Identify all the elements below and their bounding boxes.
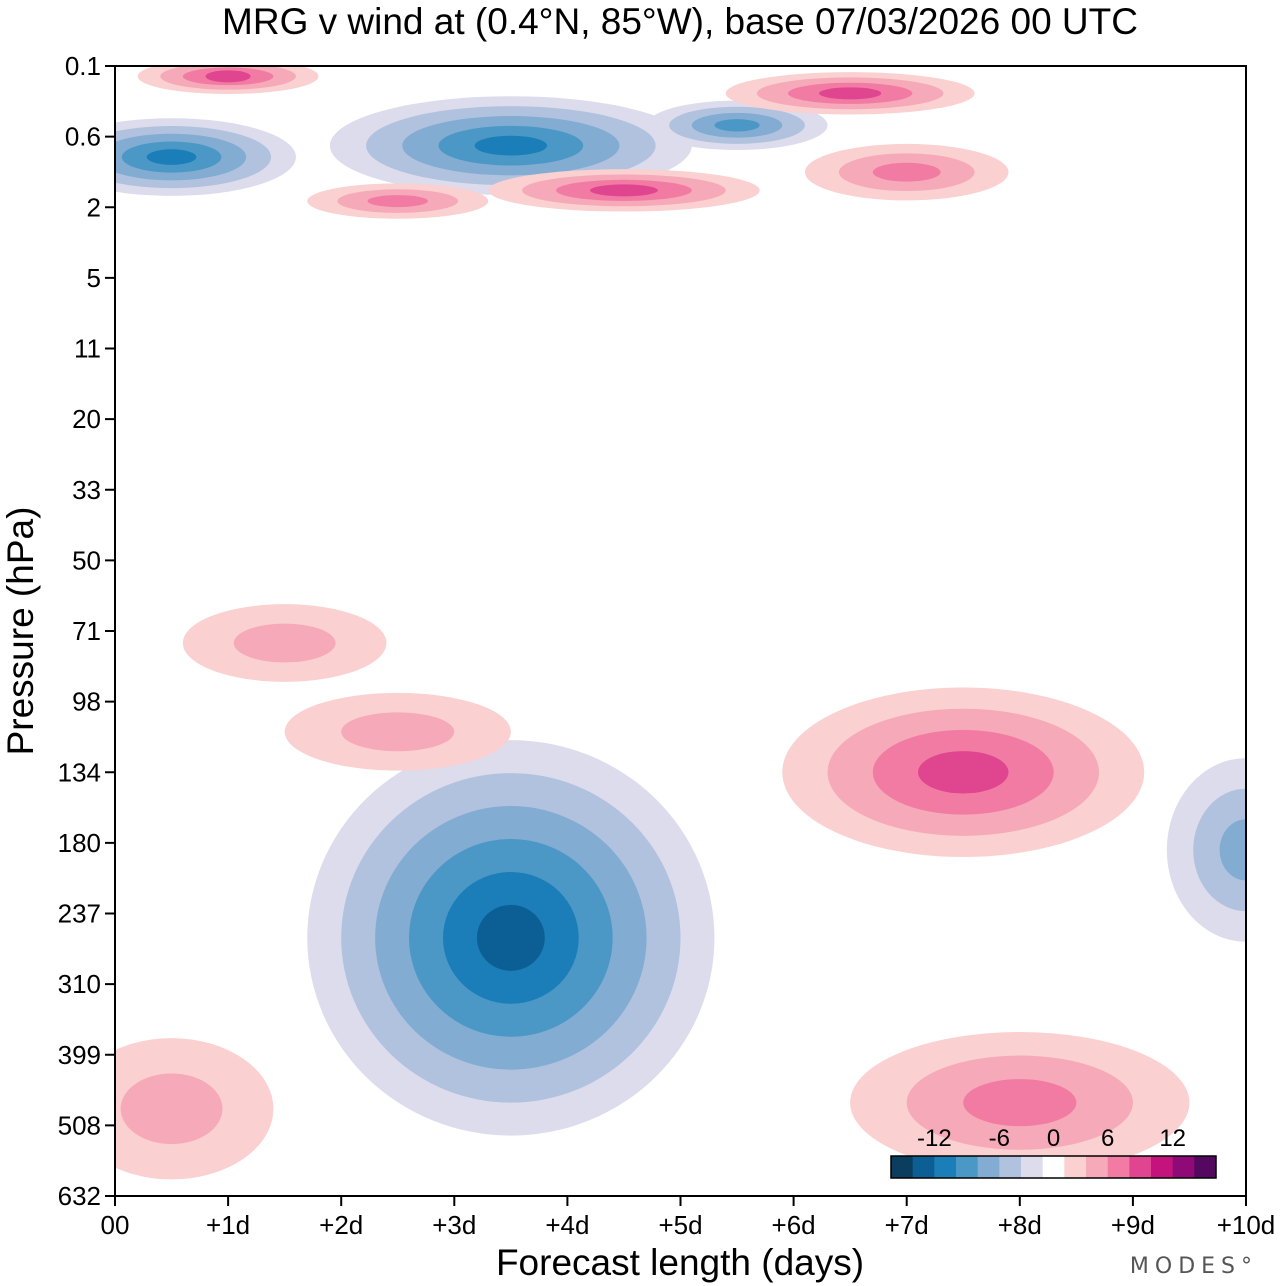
maximum-contour-group xyxy=(182,604,387,682)
contour-band xyxy=(233,623,336,663)
colorbar-swatch xyxy=(1129,1156,1152,1178)
x-tick-label: +4d xyxy=(545,1210,589,1240)
y-tick-label: 5 xyxy=(87,263,101,293)
contour-band xyxy=(367,195,428,208)
maximum-contour-group xyxy=(284,692,511,771)
colorbar-swatch xyxy=(1151,1156,1174,1178)
x-tick-label: +5d xyxy=(658,1210,702,1240)
y-tick-label: 134 xyxy=(58,757,101,787)
y-tick-label: 2 xyxy=(87,192,101,222)
colorbar-tick-label: 0 xyxy=(1047,1125,1060,1152)
y-tick-label: 180 xyxy=(58,828,101,858)
x-tick-label: +1d xyxy=(206,1210,250,1240)
y-axis-label: Pressure (hPa) xyxy=(0,507,41,756)
contour-band xyxy=(918,751,1009,794)
contour-band xyxy=(476,904,545,971)
x-tick-label: +7d xyxy=(885,1210,929,1240)
x-axis-label: Forecast length (days) xyxy=(496,1242,864,1283)
y-tick-label: 237 xyxy=(58,899,101,929)
colorbar-tick-label: 12 xyxy=(1159,1125,1186,1152)
y-tick-label: 98 xyxy=(72,687,101,717)
maximum-contour-group xyxy=(850,1032,1190,1174)
plot-area xyxy=(114,65,1247,1197)
colorbar-swatch xyxy=(1086,1156,1109,1178)
colorbar-swatch xyxy=(1107,1156,1130,1178)
x-tick-label: +6d xyxy=(772,1210,816,1240)
y-tick-label: 0.6 xyxy=(65,122,101,152)
colorbar-tick-label: -12 xyxy=(917,1125,952,1152)
x-tick-label: +3d xyxy=(432,1210,476,1240)
minimum-contour-group xyxy=(646,100,828,151)
y-tick-label: 0.1 xyxy=(65,51,101,81)
y-tick-label: 632 xyxy=(58,1181,101,1211)
minimum-contour-group xyxy=(115,118,296,196)
contour-band xyxy=(1219,819,1246,881)
colorbar-swatch xyxy=(999,1156,1022,1178)
colorbar-swatch xyxy=(934,1156,957,1178)
colorbar-swatch xyxy=(891,1156,914,1178)
maximum-contour-group xyxy=(804,143,1009,201)
x-tick-label: 00 xyxy=(101,1210,130,1240)
maximum-contour-group xyxy=(488,169,760,212)
maximum-contour-group xyxy=(137,66,319,94)
y-axis: 0.1 0.6 2 5 11 20 33 50 71 98 134 180 237 310 399 508 63… xyxy=(58,51,115,1211)
chart-title: MRG v wind at (0.4°N, 85°W), base 07/03/… xyxy=(222,1,1138,42)
y-tick-label: 20 xyxy=(72,404,101,434)
x-tick-label: +10d xyxy=(1217,1210,1276,1240)
minimum-contour-group xyxy=(1166,758,1246,942)
y-tick-label: 508 xyxy=(58,1110,101,1140)
maximum-contour-group xyxy=(782,687,1145,857)
y-tick-label: 11 xyxy=(74,334,101,364)
y-tick-label: 310 xyxy=(58,969,101,999)
colorbar-swatch xyxy=(912,1156,935,1178)
contour-band xyxy=(341,712,455,752)
maximum-contour-group xyxy=(725,72,975,115)
contour-band xyxy=(205,70,251,83)
y-tick-label: 71 xyxy=(72,616,101,646)
y-tick-label: 50 xyxy=(72,545,101,575)
contour-band xyxy=(146,149,197,165)
x-tick-label: +9d xyxy=(1111,1210,1155,1240)
colorbar-swatch xyxy=(1194,1156,1217,1178)
modes-logo: MODES° xyxy=(1130,1254,1258,1279)
colorbar-swatch xyxy=(1064,1156,1087,1178)
colorbar-swatch xyxy=(956,1156,979,1178)
x-tick-label: +2d xyxy=(319,1210,363,1240)
contour-band xyxy=(872,162,941,182)
colorbar-tick-label: -6 xyxy=(989,1125,1010,1152)
contour-band xyxy=(120,1073,223,1145)
contour-band xyxy=(819,87,882,100)
colorbar-swatch xyxy=(1021,1156,1044,1178)
y-tick-label: 399 xyxy=(58,1040,101,1070)
colorbar-tick-label: 6 xyxy=(1101,1125,1114,1152)
contour-band xyxy=(963,1079,1077,1127)
maximum-contour-group xyxy=(307,183,489,219)
colorbar-frame xyxy=(890,1155,1217,1179)
colorbar-swatch xyxy=(1172,1156,1195,1178)
colorbar-swatch xyxy=(977,1156,1000,1178)
contour-band xyxy=(474,135,548,156)
colorbar: -12 -6 0 6 12 xyxy=(890,1125,1217,1179)
y-tick-label: 33 xyxy=(72,475,101,505)
x-axis: 00 +1d +2d +3d +4d +5d +6d +7d +8d +9d +10d xyxy=(101,1196,1276,1240)
minimum-contour-group xyxy=(307,740,715,1136)
maximum-contour-group xyxy=(115,1038,274,1180)
x-tick-label: +8d xyxy=(998,1210,1042,1240)
contour-band xyxy=(590,184,658,197)
contour-band xyxy=(714,119,760,132)
colorbar-swatch xyxy=(1042,1156,1065,1178)
